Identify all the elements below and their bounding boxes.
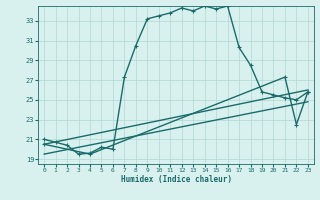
X-axis label: Humidex (Indice chaleur): Humidex (Indice chaleur) xyxy=(121,175,231,184)
